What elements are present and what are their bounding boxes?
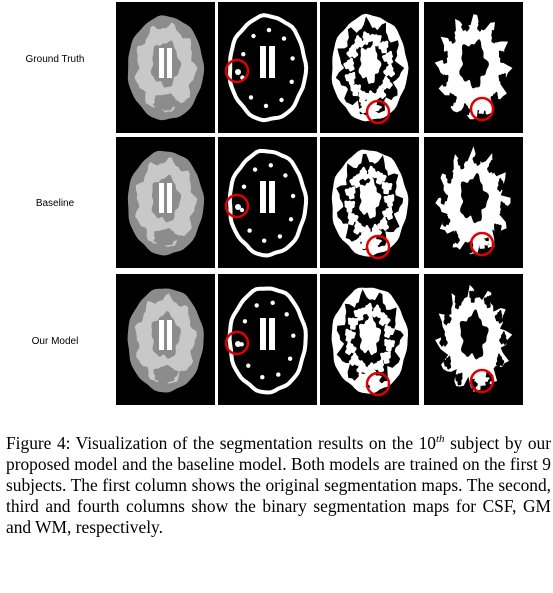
brain-panel-baseline-csf-binary <box>218 137 317 268</box>
brain-panel-baseline-gm-binary <box>320 137 419 268</box>
caption-ordinal: 10 <box>418 433 436 453</box>
caption-rest: subject by our proposed model and the ba… <box>6 433 551 537</box>
figure-caption: Figure 4: Visualization of the segmentat… <box>6 433 551 538</box>
brain-panel-our-model-csf-binary <box>218 274 317 405</box>
caption-lead: Figure 4: Visualization of the segmentat… <box>6 433 419 453</box>
caption-ordinal-suffix: th <box>436 433 445 446</box>
brain-panel-our-model-segmentation-map <box>116 274 215 405</box>
row-label-baseline: Baseline <box>35 198 75 209</box>
row-label-our-model: Our Model <box>31 336 79 347</box>
brain-panel-ground-truth-wm-binary <box>424 2 523 133</box>
brain-panel-ground-truth-segmentation-map <box>116 2 215 133</box>
brain-panel-our-model-gm-binary <box>320 274 419 405</box>
brain-panel-our-model-wm-binary <box>424 274 523 405</box>
brain-panel-ground-truth-csf-binary <box>218 2 317 133</box>
brain-panel-baseline-segmentation-map <box>116 137 215 268</box>
brain-panel-baseline-wm-binary <box>424 137 523 268</box>
row-label-ground-truth: Ground Truth <box>25 54 85 65</box>
brain-panel-ground-truth-gm-binary <box>320 2 419 133</box>
